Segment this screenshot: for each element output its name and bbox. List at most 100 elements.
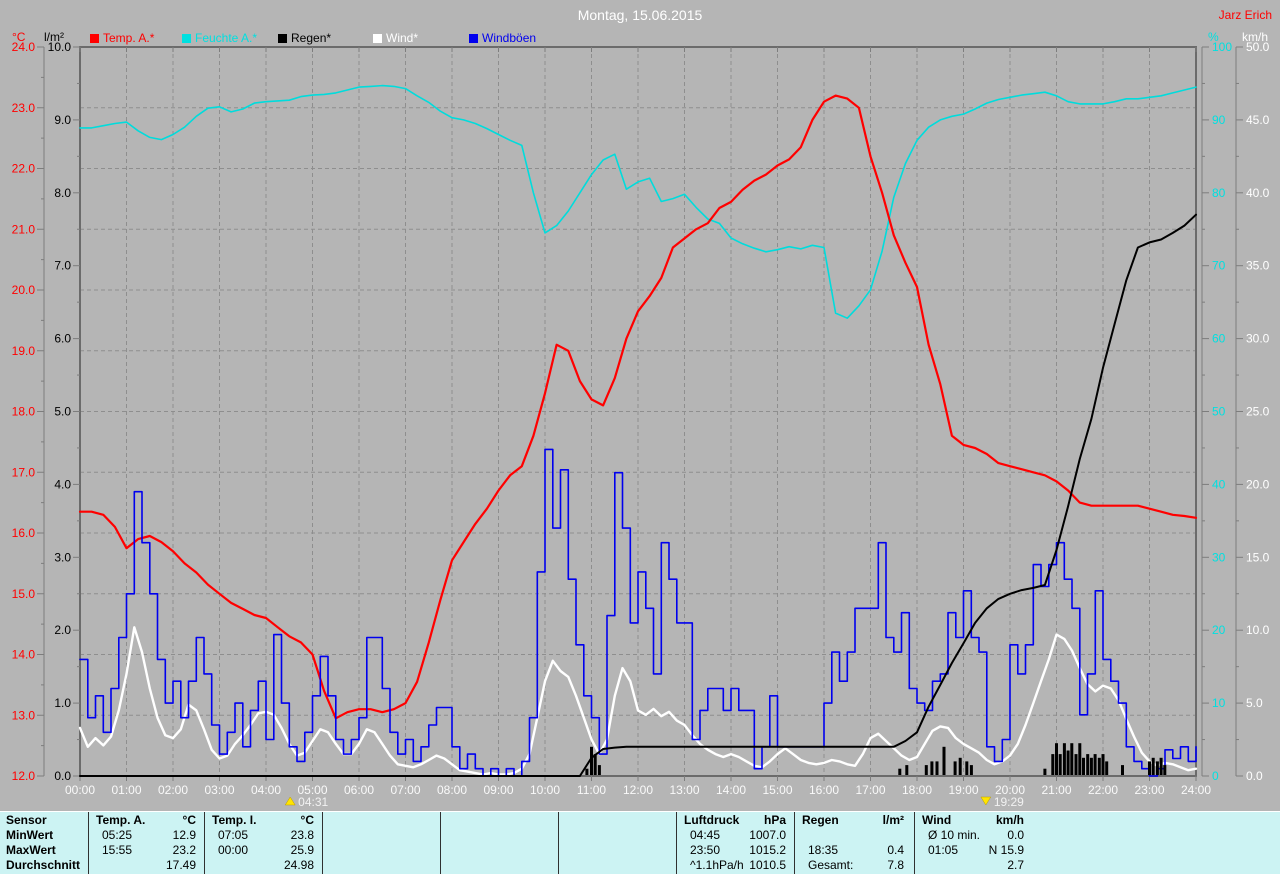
weather-chart: 24.0 23.0 22.0 21.0 20.0 19.0 18.0 17.0 16.0 15.0… bbox=[12, 40, 1270, 809]
rain-bar bbox=[1070, 743, 1074, 775]
svg-text:17.0: 17.0 bbox=[12, 465, 36, 479]
rain-bar bbox=[1105, 761, 1109, 775]
rain-bar bbox=[1058, 754, 1062, 775]
svg-text:17:00: 17:00 bbox=[855, 783, 885, 797]
stats-table: Sensor MinWert MaxWert Durchschnitt Temp. A.… bbox=[0, 811, 1280, 874]
legend-item-feuchtea: Feuchte A.* bbox=[182, 31, 258, 45]
cell-time: 05:25 bbox=[102, 828, 133, 842]
cell-value: 1015.2 bbox=[749, 843, 786, 857]
legend-item-regen: Regen* bbox=[278, 31, 331, 45]
svg-text:14:00: 14:00 bbox=[716, 783, 746, 797]
svg-text:04:31: 04:31 bbox=[298, 795, 328, 809]
sunset-marker: 19:29 bbox=[980, 795, 1024, 809]
table-divider bbox=[322, 812, 323, 874]
svg-text:45.0: 45.0 bbox=[1246, 113, 1270, 127]
svg-text:11:00: 11:00 bbox=[577, 783, 606, 797]
svg-text:21.0: 21.0 bbox=[12, 222, 36, 236]
cell-time: 04:45 bbox=[690, 828, 721, 842]
cell-time: 18:35 bbox=[808, 843, 839, 857]
svg-text:08:00: 08:00 bbox=[437, 783, 467, 797]
gridlines bbox=[80, 47, 1196, 776]
svg-text:19:29: 19:29 bbox=[994, 795, 1024, 809]
svg-text:40: 40 bbox=[1212, 477, 1226, 491]
col-unit: km/h bbox=[995, 813, 1024, 827]
cell-time: 00:00 bbox=[218, 843, 249, 857]
table-divider bbox=[88, 812, 89, 874]
cell-value: 0.0 bbox=[1007, 828, 1024, 842]
svg-text:50.0: 50.0 bbox=[1246, 40, 1270, 54]
svg-text:80: 80 bbox=[1212, 186, 1226, 200]
legend-label: Feuchte A.* bbox=[195, 31, 258, 45]
cell-value: N 15.9 bbox=[988, 843, 1024, 857]
rain-bar bbox=[1159, 757, 1163, 775]
svg-text:03:00: 03:00 bbox=[204, 783, 234, 797]
cell-value: 1007.0 bbox=[749, 828, 786, 842]
legend-swatch bbox=[278, 34, 287, 43]
svg-text:0.0: 0.0 bbox=[1246, 769, 1263, 783]
rain-bar bbox=[1089, 757, 1093, 775]
svg-text:07:00: 07:00 bbox=[390, 783, 420, 797]
svg-text:7.0: 7.0 bbox=[54, 259, 71, 273]
svg-text:0: 0 bbox=[1212, 769, 1219, 783]
sunrise-marker: 04:31 bbox=[284, 795, 329, 809]
svg-text:40.0: 40.0 bbox=[1246, 186, 1270, 200]
svg-text:35.0: 35.0 bbox=[1246, 259, 1270, 273]
cell-value: 25.9 bbox=[290, 843, 314, 857]
svg-text:50: 50 bbox=[1212, 405, 1226, 419]
rain-bar bbox=[1043, 768, 1047, 775]
col-title-luftdruck: Luftdruck bbox=[684, 813, 740, 827]
rain-bar bbox=[953, 761, 957, 775]
col-unit: l/m² bbox=[882, 813, 904, 827]
row-label-sensor: Sensor bbox=[6, 813, 47, 827]
cell-value: 24.98 bbox=[283, 858, 314, 872]
svg-text:05:00: 05:00 bbox=[297, 783, 327, 797]
svg-text:10.0: 10.0 bbox=[1246, 623, 1270, 637]
svg-text:8.0: 8.0 bbox=[54, 186, 71, 200]
svg-text:00:00: 00:00 bbox=[65, 783, 95, 797]
station-name: Jarz Erich bbox=[1218, 8, 1272, 22]
rain-bar bbox=[1163, 765, 1167, 775]
rain-bar bbox=[965, 761, 969, 775]
svg-text:23:00: 23:00 bbox=[1134, 783, 1164, 797]
rain-bar bbox=[590, 746, 593, 775]
legend-label: Wind* bbox=[386, 31, 419, 45]
rain-bar bbox=[924, 765, 928, 775]
rain-bar bbox=[1082, 757, 1085, 775]
cell-time: 07:05 bbox=[218, 828, 249, 842]
svg-text:6.0: 6.0 bbox=[54, 332, 71, 346]
cell-value: 12.9 bbox=[172, 828, 196, 842]
svg-text:15:00: 15:00 bbox=[762, 783, 792, 797]
rain-bar bbox=[930, 761, 934, 775]
rain-bar bbox=[1066, 750, 1070, 775]
svg-text:100: 100 bbox=[1212, 40, 1232, 54]
svg-text:20: 20 bbox=[1212, 623, 1226, 637]
svg-text:19:00: 19:00 bbox=[948, 783, 978, 797]
wind-axis: 50.0 45.0 40.0 35.0 30.0 25.0 20.0 15.0 10.0 5.0 0… bbox=[1236, 40, 1270, 783]
svg-text:5.0: 5.0 bbox=[54, 405, 71, 419]
rain-bar bbox=[1148, 761, 1151, 775]
svg-text:3.0: 3.0 bbox=[54, 550, 71, 564]
svg-text:16.0: 16.0 bbox=[12, 526, 36, 540]
cell-value: 1010.5 bbox=[749, 858, 786, 872]
table-divider bbox=[558, 812, 559, 874]
svg-text:15.0: 15.0 bbox=[12, 587, 36, 601]
svg-text:20.0: 20.0 bbox=[12, 283, 36, 297]
cell-time: 23:50 bbox=[690, 843, 721, 857]
cell-value: 17.49 bbox=[165, 858, 196, 872]
svg-text:12:00: 12:00 bbox=[623, 783, 653, 797]
svg-text:30: 30 bbox=[1212, 550, 1226, 564]
svg-text:06:00: 06:00 bbox=[344, 783, 374, 797]
table-divider bbox=[440, 812, 441, 874]
svg-text:04:00: 04:00 bbox=[251, 783, 281, 797]
page-title: Montag, 15.06.2015 bbox=[577, 7, 703, 23]
row-label-durchschnitt: Durchschnitt bbox=[6, 858, 81, 872]
rain-bar bbox=[1086, 754, 1090, 775]
svg-text:02:00: 02:00 bbox=[158, 783, 188, 797]
svg-text:10:00: 10:00 bbox=[530, 783, 560, 797]
legend-swatch bbox=[469, 34, 478, 43]
svg-text:16:00: 16:00 bbox=[809, 783, 839, 797]
table-divider bbox=[794, 812, 795, 874]
series-temp-a bbox=[78, 94, 1198, 720]
temp-axis-unit: °C bbox=[12, 30, 26, 44]
